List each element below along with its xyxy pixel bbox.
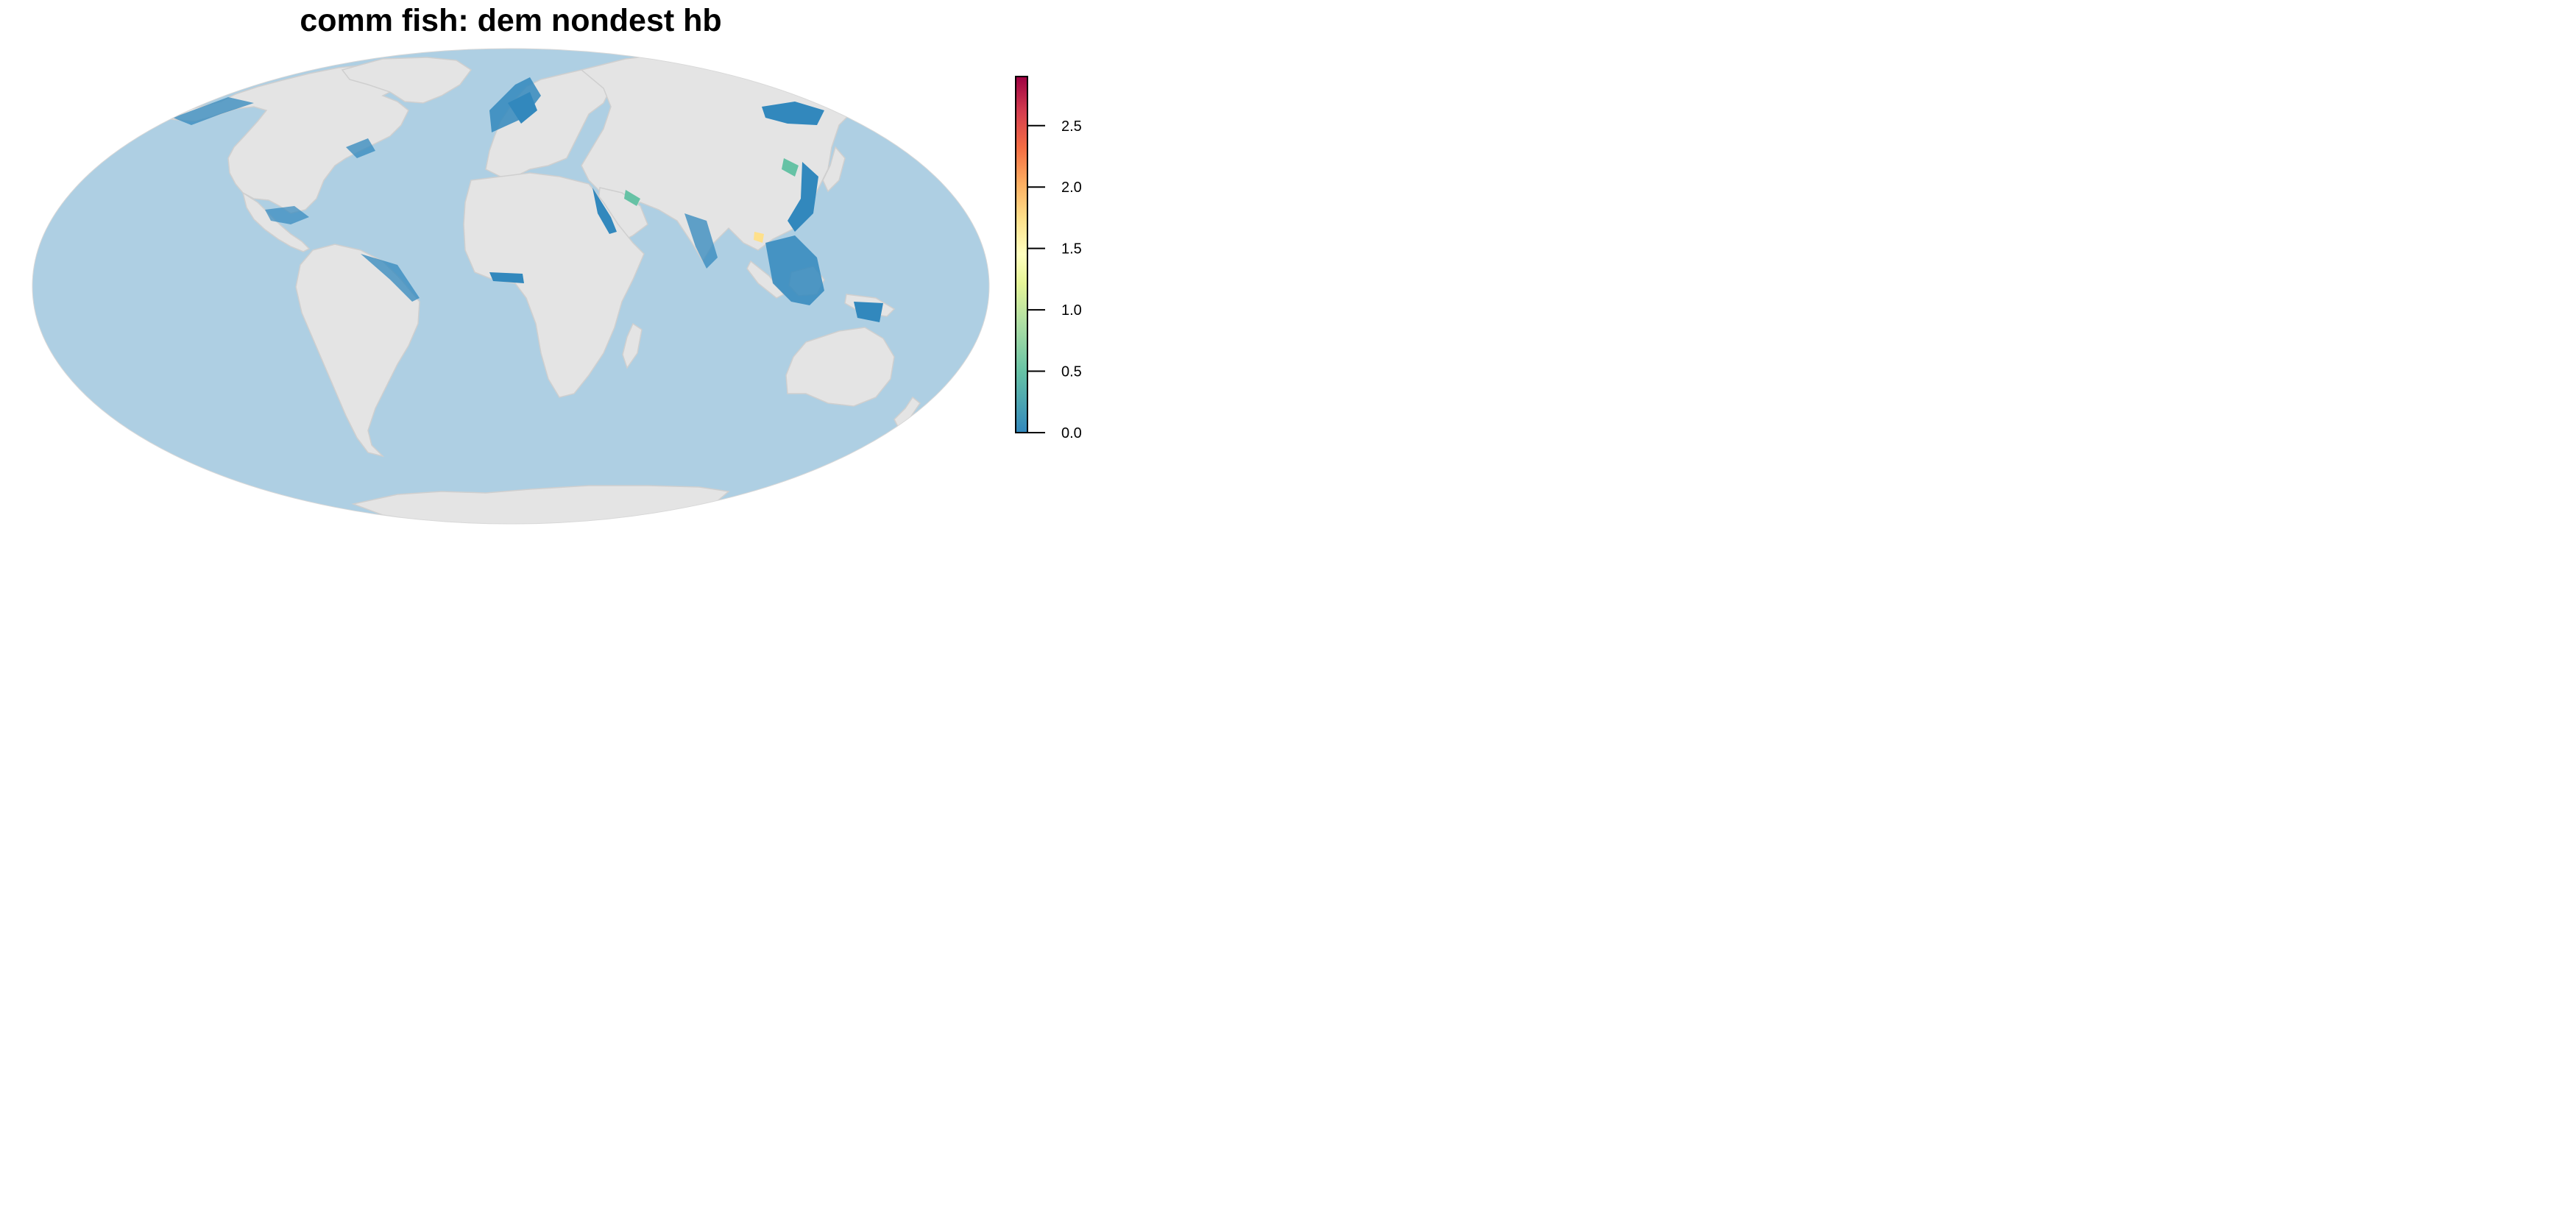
land-sumatra (746, 260, 785, 299)
coastal-cells-gulf-of-mexico (265, 206, 309, 224)
land-australia (785, 327, 895, 407)
globe-outline (32, 48, 990, 525)
coastal-cells-red-sea (592, 188, 617, 234)
color-legend: 0.0 0.5 1.0 1.5 2.0 2.5 (1015, 76, 1082, 441)
coastal-cells-china-coast (788, 162, 818, 232)
coastal-cells-west-africa (489, 272, 524, 283)
coastal-cells-australia-north (854, 302, 883, 322)
coastal-cells-northeast-us (346, 138, 375, 158)
legend-tick-label: 1.5 (1061, 241, 1082, 258)
land-madagascar (622, 322, 643, 369)
legend-color-bar (1015, 76, 1028, 433)
coastal-cells-southeast-asia (765, 235, 824, 305)
legend-tick-label: 1.0 (1061, 302, 1082, 319)
coastal-cells-north-sea (508, 92, 537, 124)
land-greenland (341, 57, 473, 104)
coastal-cells-gulf-of-thailand (754, 232, 764, 243)
legend-tick-label: 0.0 (1061, 425, 1082, 441)
coastal-cells-alaska (173, 97, 254, 125)
coastal-cells-south-america-north (361, 254, 420, 302)
coastal-cells-yellow-sea (782, 158, 799, 177)
land-japan (822, 146, 846, 193)
coastal-cells-persian-gulf (624, 190, 640, 206)
legend-ticks: 0.0 0.5 1.0 1.5 2.0 2.5 (1027, 118, 1082, 441)
land-masses (169, 51, 921, 524)
coastal-cells-east-asia (762, 102, 824, 125)
world-map (32, 48, 990, 525)
legend-tick-label: 2.5 (1061, 118, 1082, 135)
legend-tick-label: 2.0 (1061, 180, 1082, 196)
legend-tick-label: 0.5 (1061, 364, 1082, 380)
coastal-cells-india (684, 213, 718, 269)
fishing-intensity-cells (173, 77, 883, 322)
map-title: comm fish: dem nondest hb (300, 3, 722, 38)
